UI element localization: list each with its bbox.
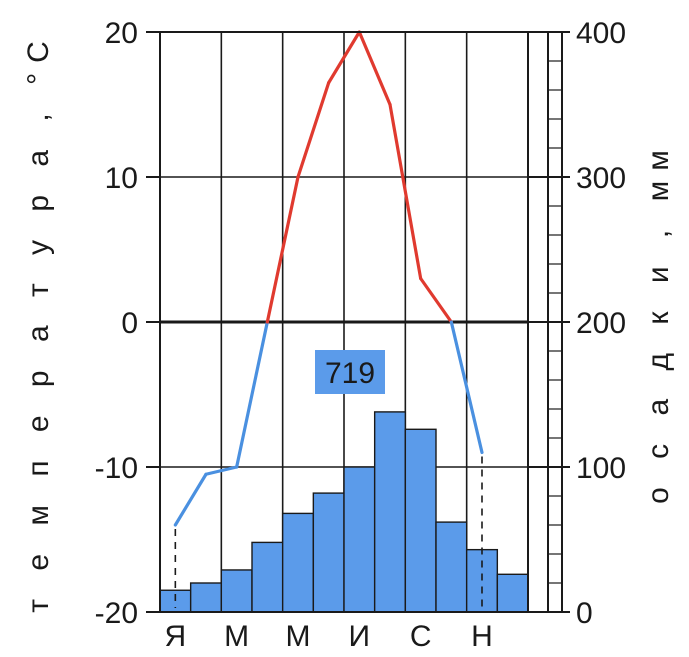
temp-segment	[327, 30, 361, 85]
precip-bar	[220, 569, 253, 613]
precip-bar	[404, 428, 437, 613]
precip-bar	[281, 512, 315, 613]
annotation: 719	[315, 350, 385, 394]
y-left-tick-label: 0	[121, 307, 138, 340]
annotation-label: 719	[325, 357, 375, 390]
y-right-tick-label: 100	[576, 452, 626, 485]
x-tick-label: И	[349, 620, 371, 653]
temp-segment	[419, 276, 453, 324]
temp-segment	[265, 175, 300, 324]
precip-bar	[251, 541, 284, 613]
temperature-line	[173, 30, 484, 608]
temp-segment	[173, 472, 208, 527]
y-right-tick-label: 200	[576, 307, 626, 340]
y-left-tick-label: -20	[95, 597, 138, 630]
precip-bar	[496, 573, 529, 613]
y-left-tick-label: 10	[105, 162, 138, 195]
y-axis-right-label: о с а д к и , мм	[642, 140, 675, 504]
temp-segment	[204, 465, 239, 476]
temp-segment	[388, 102, 423, 281]
y-right-tick-label: 300	[576, 162, 626, 195]
precip-bar	[189, 582, 223, 613]
precip-bar	[312, 492, 345, 613]
y-axis-left-label: т е м п е р а т у р а , °С	[22, 31, 55, 612]
precip-bar	[343, 466, 376, 613]
precip-bar	[373, 411, 407, 613]
x-tick-label: Я	[164, 620, 186, 653]
precip-bar	[435, 521, 468, 613]
x-tick-label: М	[286, 620, 311, 653]
temp-segment	[296, 81, 331, 179]
temp-segment	[449, 320, 484, 455]
y-left-tick-label: -10	[95, 452, 138, 485]
temp-segment	[235, 320, 269, 469]
annotation-background	[315, 350, 385, 394]
x-tick-label: С	[410, 620, 432, 653]
x-tick-label: М	[224, 620, 249, 653]
y-right-tick-label: 0	[576, 597, 593, 630]
temp-segment	[357, 30, 392, 107]
y-left-tick-label: 20	[105, 17, 138, 50]
y-right-tick-label: 400	[576, 17, 626, 50]
precip-bar	[159, 589, 192, 613]
x-tick-label: Н	[471, 620, 493, 653]
